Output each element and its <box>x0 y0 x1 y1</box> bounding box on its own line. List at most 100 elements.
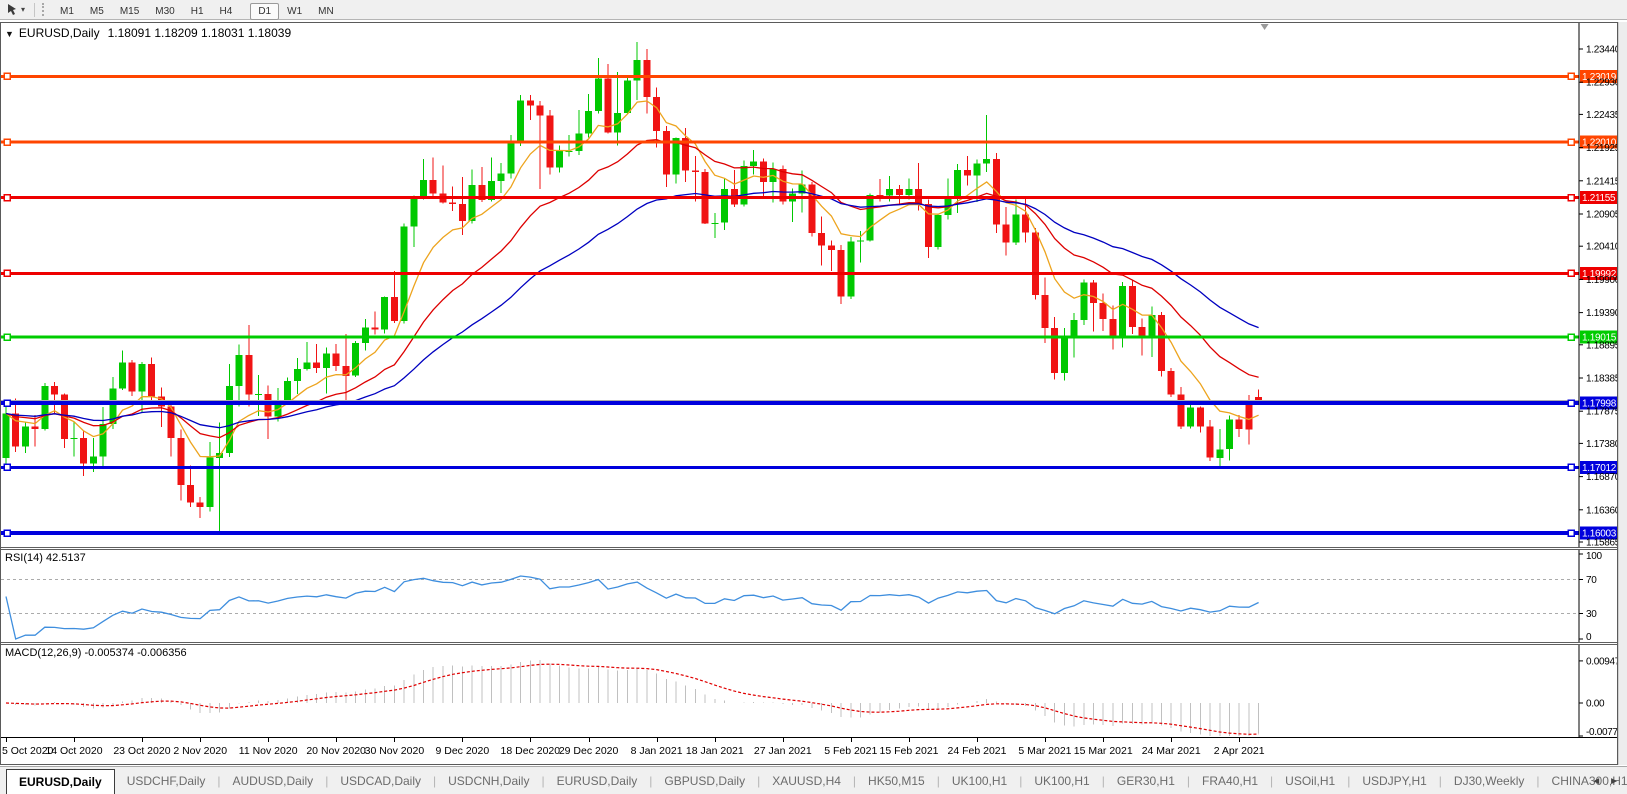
date-axis[interactable]: 5 Oct 2020 14 Oct 2020 23 Oct 2020 2 Nov 20… <box>1 737 1617 763</box>
date-tick <box>200 738 202 742</box>
chart-tab-xauusd-h4[interactable]: XAUUSD,H4 <box>772 773 841 788</box>
svg-text:0.00: 0.00 <box>1586 699 1605 710</box>
price-axis[interactable]: 1.23440 1.22930 1.22435 1.21925 1.21415 1.209… <box>1579 45 1621 549</box>
price-chip <box>1580 191 1617 205</box>
cursor-tool-icon[interactable] <box>4 2 20 18</box>
date-tick <box>73 738 75 742</box>
chart-window: ▼ EURUSD,Daily 1.18091 1.18209 1.18031 1.1… <box>0 22 1627 765</box>
line-anchor-handle <box>1567 529 1575 537</box>
chart-tab-eurusd-daily[interactable]: EURUSD,Daily <box>556 773 638 788</box>
chart-tab-china300-h1[interactable]: CHINA300,H1 <box>1551 773 1627 788</box>
tab-divider: | <box>852 773 857 788</box>
date-label: 14 Oct 2020 <box>45 745 103 757</box>
rsi-pane: RSI(14) 42.5137 100 70 30 0 <box>1 550 1617 643</box>
period-button-mn[interactable]: MN <box>318 5 334 17</box>
line-anchor-handle <box>1567 463 1575 472</box>
date-label: 18 Dec 2020 <box>500 745 561 757</box>
chart-tab-usdcnh-daily[interactable]: USDCNH,Daily <box>448 773 530 788</box>
chart-tab-hk50-m15[interactable]: HK50,M15 <box>868 773 925 788</box>
period-button-m15[interactable]: M15 <box>119 5 140 17</box>
tab-divider: | <box>1101 773 1105 788</box>
line-anchor-handle <box>3 72 11 81</box>
svg-text:-0.007778: -0.007778 <box>1586 727 1617 737</box>
line-anchor-handle <box>3 529 11 537</box>
period-button-h1[interactable]: H1 <box>190 5 204 17</box>
chart-tab-fra40-h1[interactable]: FRA40,H1 <box>1202 773 1259 788</box>
svg-text:1.16870: 1.16870 <box>1586 472 1617 483</box>
chart-tab-usdcad-daily[interactable]: USDCAD,Daily <box>340 773 421 788</box>
svg-text:1.18385: 1.18385 <box>1586 374 1617 385</box>
svg-text:1.21925: 1.21925 <box>1586 143 1617 154</box>
date-tick <box>588 738 590 742</box>
chart-tab-dj30-weekly[interactable]: DJ30,Weekly <box>1453 773 1525 788</box>
period-button-w1[interactable]: W1 <box>287 5 303 17</box>
date-tick <box>714 738 716 742</box>
date-label: 15 Feb 2021 <box>879 745 939 757</box>
chart-tab-usdchf-daily[interactable]: USDCHF,Daily <box>126 773 206 788</box>
period-button-h4[interactable]: H4 <box>219 5 233 17</box>
svg-text:70: 70 <box>1586 575 1597 586</box>
chart-tab-eurusd-daily[interactable]: EURUSD,Daily <box>6 769 115 794</box>
date-label: 8 Jan 2021 <box>630 745 683 757</box>
svg-text:1.16360: 1.16360 <box>1586 505 1617 516</box>
toolbar-grip-handle[interactable] <box>42 3 46 16</box>
tool-dropdown-arrow-icon[interactable]: ▾ <box>21 5 26 14</box>
period-button-group: M1 M5 M15 M30 H1 H4 D1 W1 MN <box>52 1 342 20</box>
svg-text:1.17998: 1.17998 <box>1582 399 1617 410</box>
svg-text:1.17012: 1.17012 <box>1582 463 1617 474</box>
date-tick <box>462 738 464 742</box>
moving-average-lines <box>5 100 1259 458</box>
svg-text:0.009478: 0.009478 <box>1586 656 1617 667</box>
period-button-m1[interactable]: M1 <box>60 5 74 17</box>
date-tick <box>1044 738 1046 742</box>
tab-divider: | <box>1186 773 1191 788</box>
date-label: 9 Dec 2020 <box>435 745 490 757</box>
collapse-arrow-icon[interactable]: ▼ <box>5 29 14 39</box>
chart-tab-usdjpy-h1[interactable]: USDJPY,H1 <box>1362 773 1427 788</box>
chart-tab-uk100-h1[interactable]: UK100,H1 <box>1034 773 1090 788</box>
svg-text:100: 100 <box>1586 551 1603 562</box>
svg-text:1.17380: 1.17380 <box>1586 439 1617 450</box>
line-anchor-handle <box>3 463 11 472</box>
svg-text:0: 0 <box>1586 632 1592 642</box>
svg-text:1.21415: 1.21415 <box>1586 176 1617 187</box>
date-tick <box>336 738 338 742</box>
ma-40-line <box>5 190 1259 429</box>
rsi-canvas[interactable]: 100 70 30 0 <box>1 550 1617 643</box>
period-button-m5[interactable]: M5 <box>89 5 104 17</box>
tab-divider: | <box>1536 773 1540 788</box>
chart-tab-gbpusd-daily[interactable]: GBPUSD,Daily <box>664 773 746 788</box>
line-anchor-handle <box>1567 333 1575 341</box>
date-tick <box>656 738 658 742</box>
tab-divider: | <box>1270 773 1274 788</box>
pane-separator[interactable] <box>1 642 1617 645</box>
chart-tab-ger30-h1[interactable]: GER30,H1 <box>1116 773 1175 788</box>
horizontal-lines[interactable]: 1.23019 1.22010 1.21155 1.19992 1.19015 1.179… <box>1 69 1617 540</box>
vertical-scrollbar[interactable] <box>1618 22 1627 765</box>
svg-text:1.19015: 1.19015 <box>1582 333 1617 344</box>
date-tick <box>268 738 270 742</box>
tab-scroll-arrows: ◄ ► <box>1591 767 1619 794</box>
ma-20-line <box>5 138 1259 439</box>
macd-histogram <box>15 660 1260 736</box>
ma-8-line <box>5 100 1259 458</box>
pane-separator[interactable] <box>1 547 1617 550</box>
period-button-m30[interactable]: M30 <box>155 5 175 17</box>
tab-scroll-right-icon[interactable]: ► <box>1609 775 1619 787</box>
svg-text:1.22435: 1.22435 <box>1586 110 1617 121</box>
svg-text:1.19992: 1.19992 <box>1582 269 1617 280</box>
svg-text:1.16003: 1.16003 <box>1582 529 1617 540</box>
price-chip <box>1580 69 1617 83</box>
chart-tab-audusd-daily[interactable]: AUDUSD,Daily <box>232 773 314 788</box>
rsi-line <box>5 575 1259 640</box>
chart-tab-uk100-h1[interactable]: UK100,H1 <box>951 773 1008 788</box>
line-anchor-handle <box>1567 399 1575 407</box>
main-chart-canvas[interactable]: 1.23019 1.22010 1.21155 1.19992 1.19015 1.179… <box>1 23 1621 549</box>
date-tick <box>1103 738 1105 742</box>
chart-tab-usoil-h1[interactable]: USOil,H1 <box>1285 773 1336 788</box>
period-button-d1[interactable]: D1 <box>250 2 280 20</box>
chart-shift-marker-icon <box>1260 24 1269 30</box>
tab-scroll-left-icon[interactable]: ◄ <box>1591 775 1602 787</box>
macd-canvas[interactable]: 0.009478 0.00 -0.007778 <box>1 645 1627 738</box>
